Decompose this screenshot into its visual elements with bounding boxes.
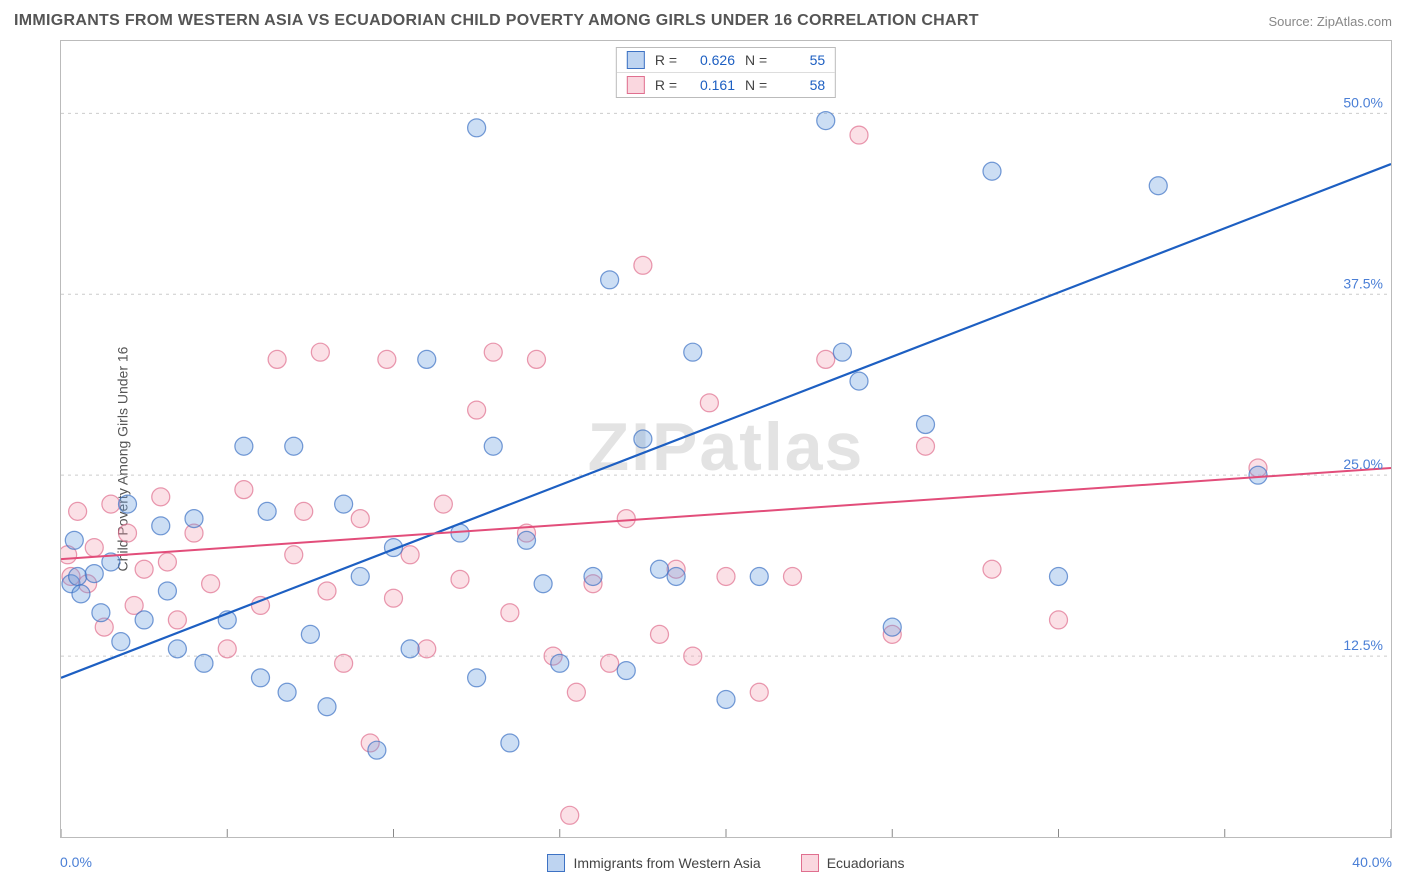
- source-link[interactable]: ZipAtlas.com: [1317, 14, 1392, 29]
- swatch-pink-icon: [627, 76, 645, 94]
- legend-item-blue: Immigrants from Western Asia: [547, 854, 760, 872]
- legend-row-blue: R = 0.626 N = 55: [617, 48, 835, 73]
- svg-text:25.0%: 25.0%: [1343, 456, 1383, 472]
- swatch-pink-icon: [801, 854, 819, 872]
- n-label: N =: [745, 77, 767, 93]
- correlation-legend: R = 0.626 N = 55 R = 0.161 N = 58: [616, 47, 836, 98]
- legend-item-pink: Ecuadorians: [801, 854, 905, 872]
- n-value-blue: 55: [777, 52, 825, 68]
- r-value-blue: 0.626: [687, 52, 735, 68]
- legend-label-pink: Ecuadorians: [827, 855, 905, 871]
- scatter-svg: ZIPatlas 12.5%25.0%37.5%50.0%: [61, 41, 1391, 837]
- r-label: R =: [655, 52, 677, 68]
- r-value-pink: 0.161: [687, 77, 735, 93]
- n-label: N =: [745, 52, 767, 68]
- svg-text:37.5%: 37.5%: [1343, 275, 1383, 291]
- swatch-blue-icon: [627, 51, 645, 69]
- plot-area: ZIPatlas 12.5%25.0%37.5%50.0% R = 0.626 …: [60, 40, 1392, 838]
- svg-text:12.5%: 12.5%: [1343, 637, 1383, 653]
- legend-row-pink: R = 0.161 N = 58: [617, 73, 835, 97]
- series-legend: Immigrants from Western Asia Ecuadorians: [60, 854, 1392, 872]
- chart-container: Child Poverty Among Girls Under 16 ZIPat…: [14, 40, 1392, 878]
- source-label: Source: ZipAtlas.com: [1268, 14, 1392, 29]
- n-value-pink: 58: [777, 77, 825, 93]
- legend-label-blue: Immigrants from Western Asia: [573, 855, 760, 871]
- chart-title: IMMIGRANTS FROM WESTERN ASIA VS ECUADORI…: [14, 12, 979, 29]
- r-label: R =: [655, 77, 677, 93]
- svg-text:50.0%: 50.0%: [1343, 94, 1383, 110]
- swatch-blue-icon: [547, 854, 565, 872]
